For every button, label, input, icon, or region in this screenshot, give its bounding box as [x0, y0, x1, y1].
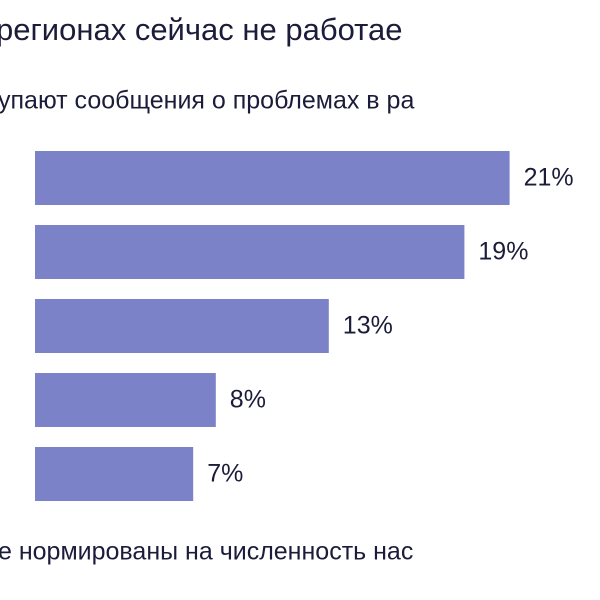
bar: [35, 151, 510, 205]
value-label: 8%: [230, 386, 266, 414]
bar: [35, 299, 329, 353]
bar: [35, 225, 465, 279]
bar: [35, 373, 216, 427]
chart-title: регионах сейчас не работае: [0, 12, 402, 47]
value-label: 21%: [524, 164, 574, 192]
value-label: 19%: [478, 238, 528, 266]
bar: [35, 447, 194, 501]
chart-subtitle: упают сообщения о проблемах в ра: [0, 87, 414, 115]
value-label: 13%: [343, 312, 393, 340]
value-label: 7%: [207, 460, 243, 488]
chart-note: е нормированы на численность нас: [0, 538, 413, 566]
